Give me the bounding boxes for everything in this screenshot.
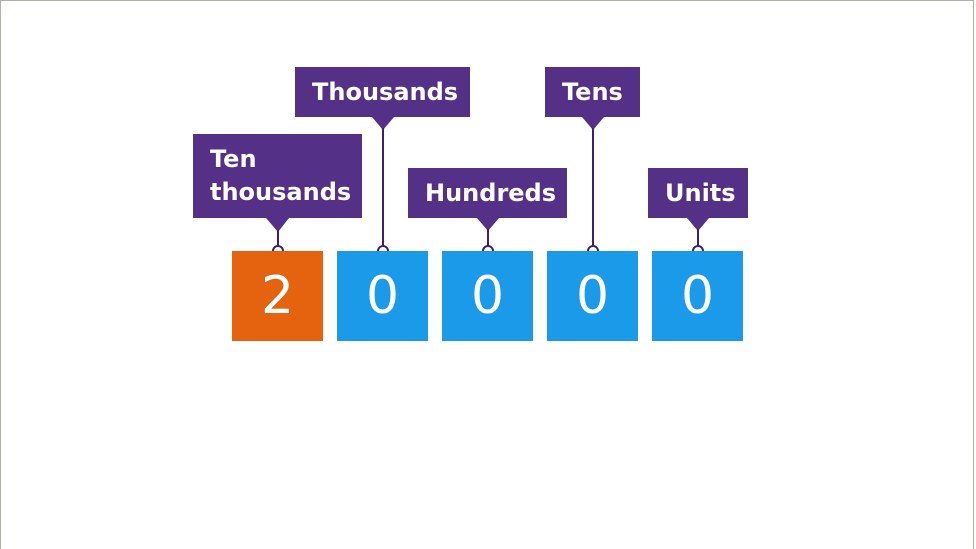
label-hundreds: Hundreds: [408, 168, 567, 218]
digit-ten-thousands: 2: [232, 251, 323, 341]
label-thousands: Thousands: [295, 67, 470, 117]
connector-tens: [582, 117, 604, 257]
label-units: Units: [648, 168, 748, 218]
digit-hundreds: 0: [442, 251, 533, 341]
digit-tens: 0: [547, 251, 638, 341]
label-tens: Tens: [545, 67, 640, 117]
connector-thousands: [372, 117, 394, 257]
label-ten-thousands: Ten thousands: [193, 134, 362, 218]
digit-thousands: 0: [337, 251, 428, 341]
digit-units: 0: [652, 251, 743, 341]
